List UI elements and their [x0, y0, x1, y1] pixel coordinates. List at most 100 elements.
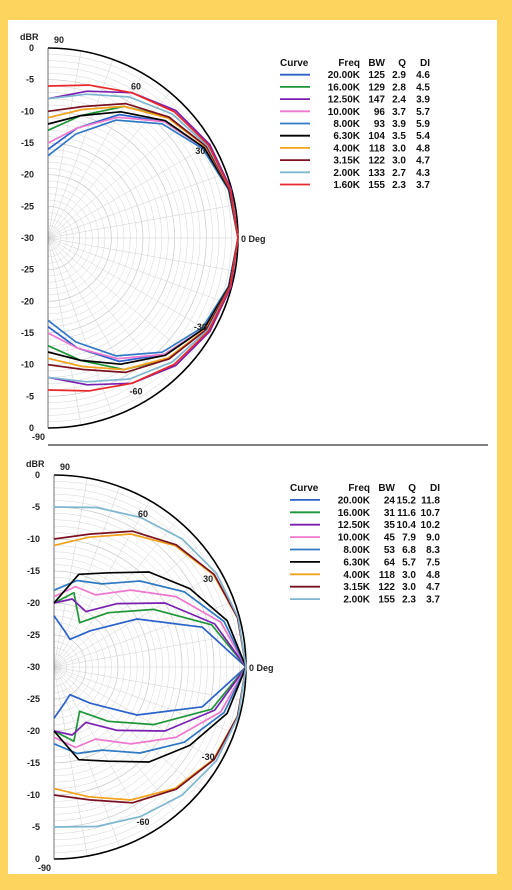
grid-spoke [54, 666, 120, 848]
legend-freq: 8.00K [343, 545, 370, 556]
legend-di: 10.2 [421, 520, 441, 531]
radial-tick-label: -25 [21, 201, 34, 211]
legend-q: 3.0 [392, 156, 406, 167]
grid-spoke [48, 142, 213, 239]
legend-header: Q [398, 58, 406, 69]
grid-spoke [48, 237, 82, 426]
legend-q: 6.8 [402, 545, 416, 556]
legend-freq: 4.00K [343, 570, 370, 581]
legend-freq: 12.50K [328, 95, 361, 106]
radial-tick-label: 0 [35, 854, 40, 864]
legend-freq: 2.00K [333, 168, 360, 179]
grid-spoke [54, 666, 178, 815]
legend-freq: 8.00K [333, 119, 360, 130]
legend-di: 7.5 [426, 557, 440, 568]
series-group [47, 84, 239, 392]
grid-spoke [48, 73, 144, 239]
legend-header: DI [430, 483, 440, 494]
legend-bw: 122 [368, 156, 385, 167]
angle-label: -60 [129, 386, 142, 396]
grid-spoke [54, 666, 202, 791]
legend-q: 3.9 [392, 119, 406, 130]
legend-bw: 35 [384, 520, 396, 531]
radial-tick-label: -20 [21, 296, 34, 306]
angle-label: 30 [195, 146, 205, 156]
legend-di: 5.4 [416, 131, 430, 142]
legend-q: 10.4 [397, 520, 417, 531]
angle-label: -30 [202, 752, 215, 762]
legend-bw: 104 [368, 131, 385, 142]
legend-q: 5.7 [402, 557, 416, 568]
radial-tick-label: -30 [27, 662, 40, 672]
radial-tick-label: 0 [29, 423, 34, 433]
radial-tick-label: -10 [27, 790, 40, 800]
legend-header: BW [378, 483, 395, 494]
grid-spoke [54, 633, 244, 668]
radial-tick-label: -20 [27, 726, 40, 736]
legend-q: 3.5 [392, 131, 406, 142]
radial-tick-label: 0 [35, 470, 40, 480]
grid-spoke [48, 237, 227, 304]
chart-panel: 0 -5 -10 -15 -20 -25 -30 -25 -20 -15 -10 -5 0 dBR 90 60… [8, 20, 497, 874]
legend-bw: 64 [384, 557, 396, 568]
legend-di: 4.8 [416, 143, 430, 154]
angle-label: 90 [60, 462, 70, 472]
legend-q: 3.0 [402, 570, 416, 581]
legend-freq: 6.30K [343, 557, 370, 568]
legend-bw: 118 [369, 143, 386, 154]
angle-label: -60 [136, 817, 149, 827]
legend-header: Curve [280, 58, 309, 69]
legend-bw: 129 [368, 82, 385, 93]
legend-bw: 122 [378, 582, 395, 593]
radial-tick-label: -25 [27, 694, 40, 704]
radial-tick-label: -5 [32, 502, 40, 512]
legend-header: Curve [290, 483, 319, 494]
legend-q: 11.6 [397, 508, 416, 519]
legend-q: 2.8 [392, 82, 406, 93]
legend-bw: 96 [374, 107, 386, 118]
legend-bw: 93 [374, 119, 386, 130]
legend-q: 2.9 [392, 70, 406, 81]
grid-spoke [48, 59, 114, 239]
legend-di: 3.7 [416, 180, 430, 191]
angle-label: -90 [38, 863, 51, 873]
angle-label: -90 [32, 432, 45, 442]
series-group [53, 506, 247, 828]
radial-axis-title: dBR [26, 459, 45, 469]
legend-header: DI [420, 58, 430, 69]
legend-q: 2.3 [402, 595, 416, 606]
angle-label: 30 [203, 574, 213, 584]
radial-tick-label: -20 [21, 170, 34, 180]
grid-spoke [48, 237, 144, 403]
angle-label: 0 Deg [241, 234, 266, 244]
grid-spoke [48, 172, 227, 239]
legend-header: Freq [338, 58, 360, 69]
legend-di: 3.9 [416, 95, 430, 106]
radial-tick-label: -20 [27, 598, 40, 608]
legend-bw: 155 [378, 595, 395, 606]
legend-di: 4.8 [426, 570, 440, 581]
radial-tick-label: -5 [26, 75, 34, 85]
legend-bw: 45 [384, 533, 396, 544]
grid-spoke [48, 237, 236, 272]
legend-freq: 10.00K [338, 533, 371, 544]
legend-header: BW [368, 58, 385, 69]
legend-bw: 155 [368, 180, 385, 191]
legend-freq: 20.00K [328, 70, 361, 81]
legend-di: 5.9 [416, 119, 430, 130]
legend-di: 4.3 [416, 168, 430, 179]
legend-di: 4.5 [416, 82, 430, 93]
radial-tick-label: -10 [21, 360, 34, 370]
radial-tick-label: -10 [27, 534, 40, 544]
angle-label: 60 [131, 82, 141, 92]
legend-header: Q [408, 483, 416, 494]
legend-bw: 147 [368, 95, 385, 106]
grid-spoke [48, 92, 171, 239]
legend-bw: 24 [384, 495, 396, 506]
legend-bw: 118 [379, 570, 396, 581]
legend-q: 7.9 [402, 533, 416, 544]
radial-tick-label: 0 [29, 43, 34, 53]
legend-freq: 16.00K [338, 508, 371, 519]
